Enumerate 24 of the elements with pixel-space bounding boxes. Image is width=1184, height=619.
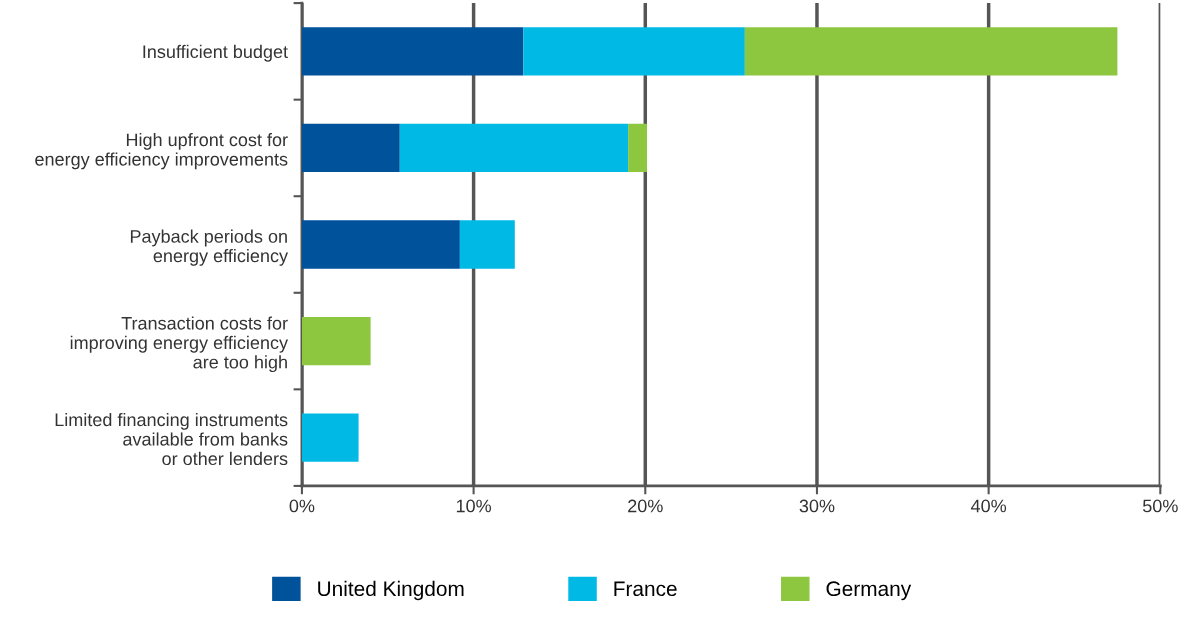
x-tick-label: 20% <box>628 499 663 513</box>
bar <box>301 27 524 76</box>
y-tick-label: Payback periods on energy efficiency <box>130 229 289 266</box>
bar <box>301 413 359 462</box>
y-tick-label: Transaction costs for improving energy efficiency are too high <box>70 316 289 373</box>
y-tick-label: Limited financing instruments available from banks or other lenders <box>55 412 288 466</box>
y-tick-label: High upfront cost for energy efficiency improvements <box>35 132 288 170</box>
bar <box>523 27 745 76</box>
x-tick-label: 0% <box>289 499 315 513</box>
bar <box>459 220 515 269</box>
bar <box>301 220 460 269</box>
x-tick-label: 30% <box>799 499 835 513</box>
bar <box>301 123 400 173</box>
bar <box>399 123 629 173</box>
x-tick-label: 50% <box>1142 499 1178 513</box>
legend-label: France <box>614 581 677 597</box>
legend-label: United Kingdom <box>318 580 464 601</box>
x-tick-label: 40% <box>970 499 1007 513</box>
bar <box>628 123 647 173</box>
bar <box>301 316 371 366</box>
y-tick-label: Insufficient budget <box>143 44 288 62</box>
bar <box>744 27 1118 76</box>
x-tick-label: 10% <box>456 499 492 513</box>
legend-label: Germany <box>826 581 912 601</box>
